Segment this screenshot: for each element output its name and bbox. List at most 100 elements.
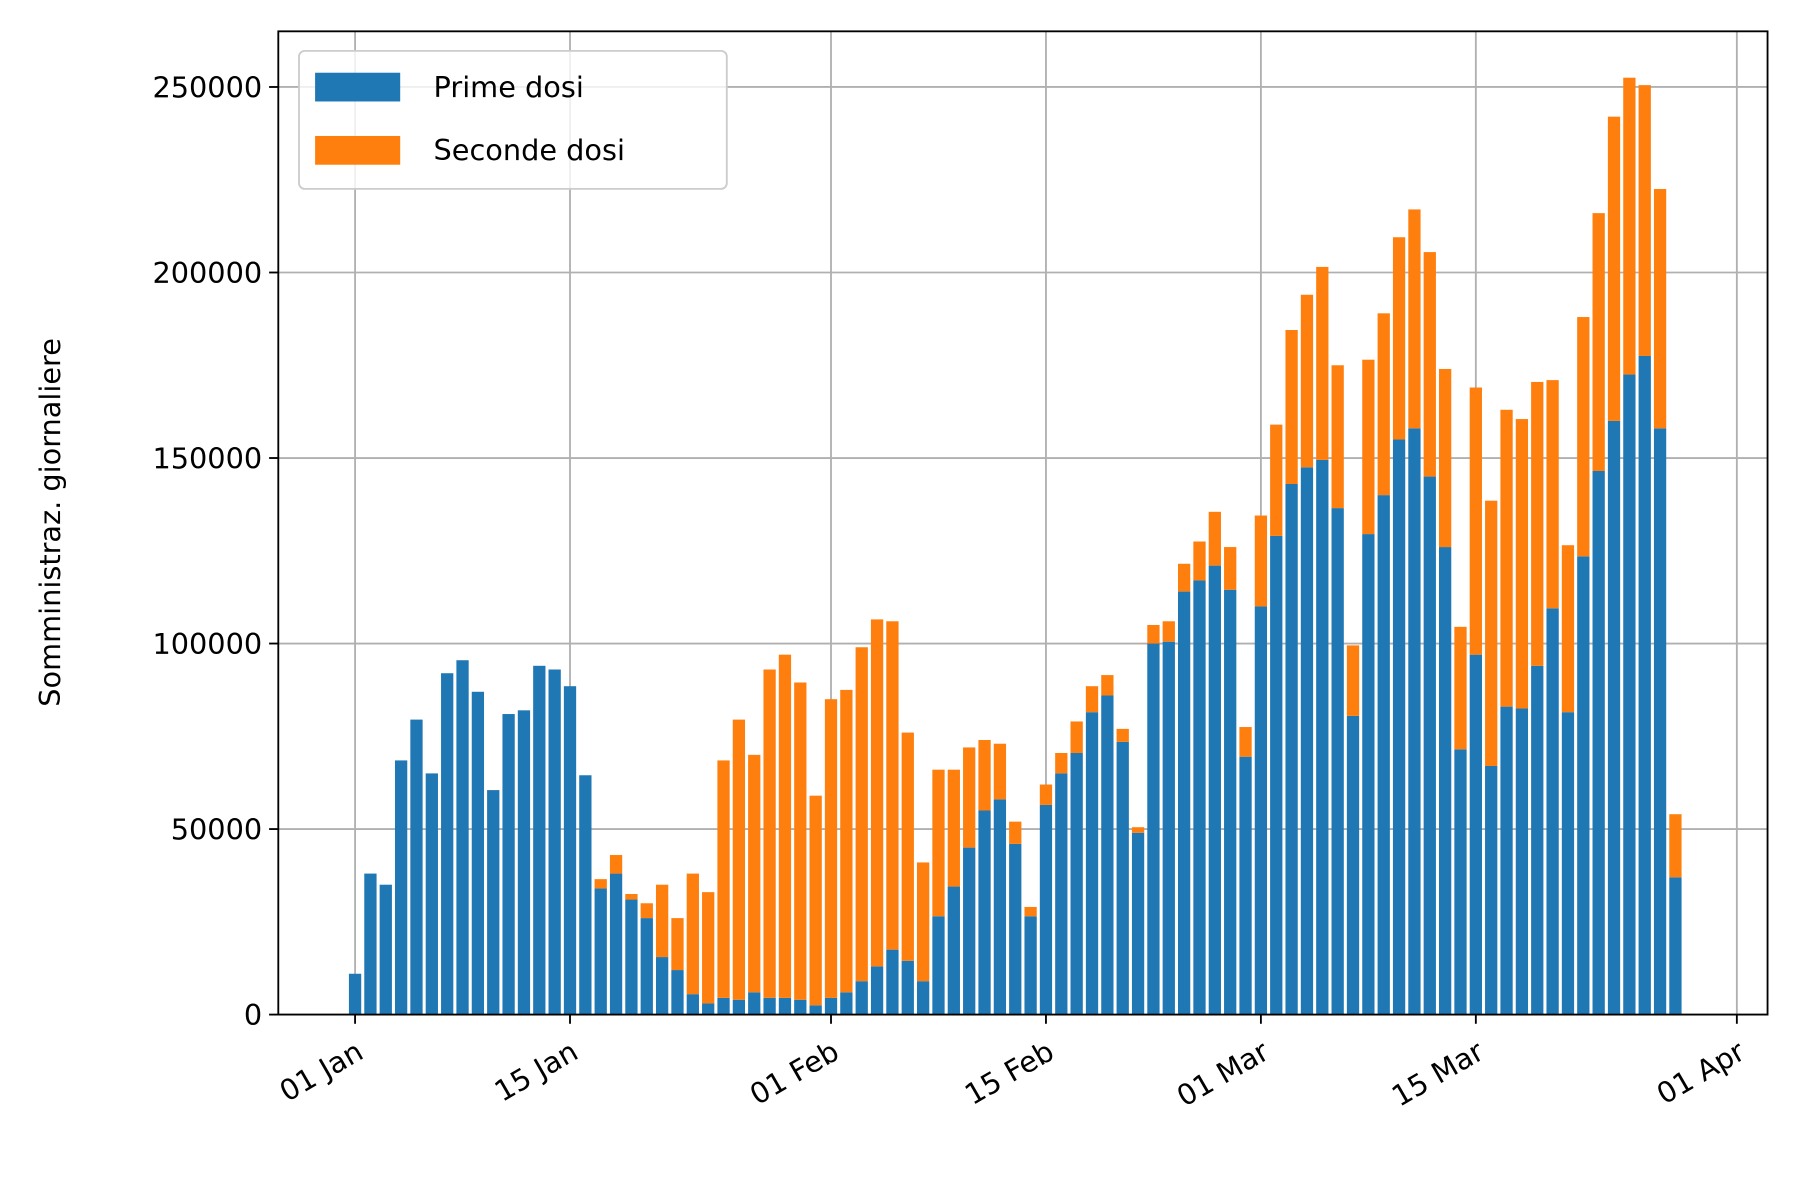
- bar: [824, 997, 838, 1015]
- bar: [1162, 641, 1175, 1015]
- bar: [794, 682, 807, 1000]
- bar: [517, 710, 531, 1015]
- bar: [1101, 695, 1114, 1015]
- bar: [1224, 589, 1237, 1015]
- bar: [1531, 665, 1544, 1015]
- bar: [1653, 189, 1667, 429]
- bar: [625, 899, 638, 1015]
- y-axis-label: Somministraz. giornaliere: [33, 338, 67, 707]
- bar: [1577, 556, 1590, 1015]
- bar: [471, 691, 485, 1015]
- bar: [1331, 365, 1344, 509]
- bar: [609, 873, 623, 1015]
- x-tick-label: 01 Feb: [744, 1034, 845, 1112]
- bar: [1423, 252, 1436, 477]
- bar: [579, 775, 592, 1015]
- bar: [1024, 916, 1037, 1015]
- bar: [671, 918, 684, 971]
- bar: [1500, 409, 1513, 707]
- x-tick-label: 01 Mar: [1171, 1034, 1275, 1114]
- bar: [1131, 827, 1145, 833]
- bar: [1285, 330, 1298, 484]
- bar: [655, 884, 669, 958]
- bar: [1515, 419, 1529, 709]
- bar: [717, 760, 730, 998]
- bar: [1300, 467, 1314, 1015]
- y-tick-label: 50000: [171, 812, 262, 846]
- bar: [1346, 715, 1360, 1015]
- bar: [1070, 752, 1083, 1015]
- axes-frame: [277, 30, 1769, 1016]
- bar: [1009, 843, 1022, 1015]
- bar: [1162, 621, 1175, 642]
- bar: [1546, 380, 1559, 609]
- bar: [732, 999, 746, 1015]
- bar: [1469, 654, 1482, 1015]
- x-tick-label: 01 Jan: [274, 1034, 369, 1108]
- bar: [1177, 591, 1191, 1015]
- bar: [855, 981, 868, 1015]
- bar: [1039, 784, 1053, 805]
- bar: [640, 918, 653, 1015]
- bar: [1623, 77, 1636, 375]
- bar: [348, 973, 362, 1015]
- bar: [978, 810, 991, 1015]
- bar: [1147, 643, 1160, 1015]
- bar: [1224, 547, 1237, 590]
- bar: [763, 997, 776, 1015]
- bar: [932, 916, 945, 1015]
- bar: [1346, 645, 1360, 716]
- bar: [870, 619, 884, 967]
- bar: [502, 714, 515, 1015]
- bar: [1147, 624, 1160, 644]
- bar: [993, 799, 1007, 1015]
- bar: [901, 732, 914, 961]
- bar: [1070, 721, 1083, 753]
- x-tick-label: 01 Apr: [1651, 1034, 1751, 1111]
- bar: [1423, 476, 1436, 1015]
- y-tick-label: 250000: [152, 70, 262, 104]
- bar: [1485, 500, 1498, 766]
- bar: [702, 892, 715, 1004]
- bar: [870, 966, 884, 1015]
- bar: [1438, 547, 1452, 1015]
- bar: [824, 699, 838, 998]
- bar: [916, 981, 930, 1015]
- bar: [886, 949, 899, 1015]
- bar: [1408, 428, 1421, 1015]
- bar: [963, 847, 976, 1015]
- bar: [1546, 608, 1559, 1015]
- bar: [1024, 906, 1037, 917]
- bar: [456, 660, 469, 1015]
- bar: [1592, 471, 1605, 1015]
- bar: [963, 747, 976, 848]
- y-tick-label: 200000: [152, 256, 262, 290]
- bar: [1039, 804, 1053, 1015]
- bar: [1316, 459, 1329, 1015]
- bar: [1239, 756, 1252, 1015]
- bar: [1085, 686, 1099, 713]
- bar: [1300, 294, 1314, 468]
- bar: [548, 669, 561, 1015]
- bar: [1101, 675, 1114, 696]
- bar: [1438, 368, 1452, 548]
- y-tick-label: 0: [244, 998, 262, 1032]
- bar: [748, 992, 761, 1015]
- x-tick-label: 15 Feb: [959, 1034, 1060, 1112]
- bar: [655, 957, 669, 1015]
- bar: [1131, 832, 1145, 1015]
- bar: [1500, 706, 1513, 1015]
- bar: [1009, 821, 1022, 844]
- x-tick-label: 15 Jan: [489, 1034, 584, 1108]
- bar: [1592, 213, 1605, 472]
- bar: [487, 790, 500, 1015]
- bar: [1055, 752, 1068, 774]
- bar: [809, 795, 822, 1006]
- bar: [794, 999, 807, 1015]
- bar: [1362, 534, 1375, 1015]
- bar: [1208, 511, 1221, 566]
- bar: [1177, 563, 1191, 592]
- bar: [1485, 765, 1498, 1015]
- bar: [1254, 606, 1268, 1015]
